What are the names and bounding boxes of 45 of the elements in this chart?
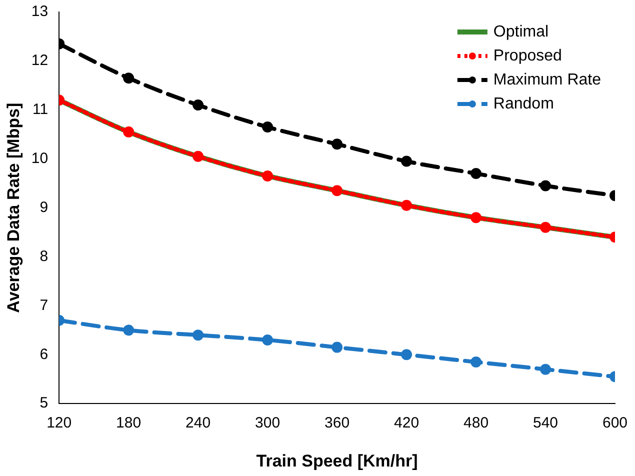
point	[123, 126, 134, 138]
point	[401, 349, 412, 360]
point	[332, 185, 343, 196]
point	[401, 200, 412, 211]
point	[123, 324, 134, 336]
y-tick-label: 13	[31, 3, 48, 20]
x-tick-label: 180	[116, 414, 142, 432]
point	[540, 180, 552, 192]
y-tick-label: 6	[40, 346, 48, 363]
point	[262, 170, 274, 182]
x-tick-label: 600	[602, 414, 628, 432]
x-tick-label: 540	[532, 414, 558, 432]
x-tick-label: 360	[324, 414, 350, 432]
y-axis-title: Average Data Rate [Mbps]	[4, 102, 23, 313]
point	[540, 364, 552, 375]
x-axis-title: Train Speed [Km/hr]	[256, 451, 418, 470]
y-tick-label: 10	[31, 150, 48, 167]
point	[262, 122, 274, 133]
point	[470, 212, 482, 224]
legend-label: Proposed	[493, 47, 562, 64]
y-tick-label: 7	[40, 296, 48, 314]
point	[470, 356, 482, 368]
y-tick-label: 11	[32, 101, 48, 118]
x-tick-label: 300	[255, 414, 280, 432]
x-tick-label: 120	[46, 414, 72, 432]
y-tick-label: 5	[40, 394, 48, 412]
y-tick-label: 12	[31, 52, 48, 70]
point	[192, 150, 204, 162]
point	[470, 168, 482, 180]
point	[123, 72, 134, 84]
point	[332, 138, 343, 150]
legend-label: Optimal	[493, 23, 549, 40]
point	[540, 222, 552, 233]
point	[192, 330, 204, 341]
x-tick-label: 420	[394, 414, 420, 432]
point	[262, 334, 274, 346]
legend-label: Random	[493, 95, 554, 112]
point	[332, 342, 343, 353]
legend-label: Maximum Rate	[493, 71, 602, 88]
x-tick-label: 240	[186, 414, 211, 432]
point	[192, 100, 204, 111]
y-tick-label: 9	[40, 198, 48, 216]
y-tick-label: 8	[40, 248, 48, 265]
point	[401, 156, 412, 167]
x-tick-label: 480	[464, 414, 489, 432]
